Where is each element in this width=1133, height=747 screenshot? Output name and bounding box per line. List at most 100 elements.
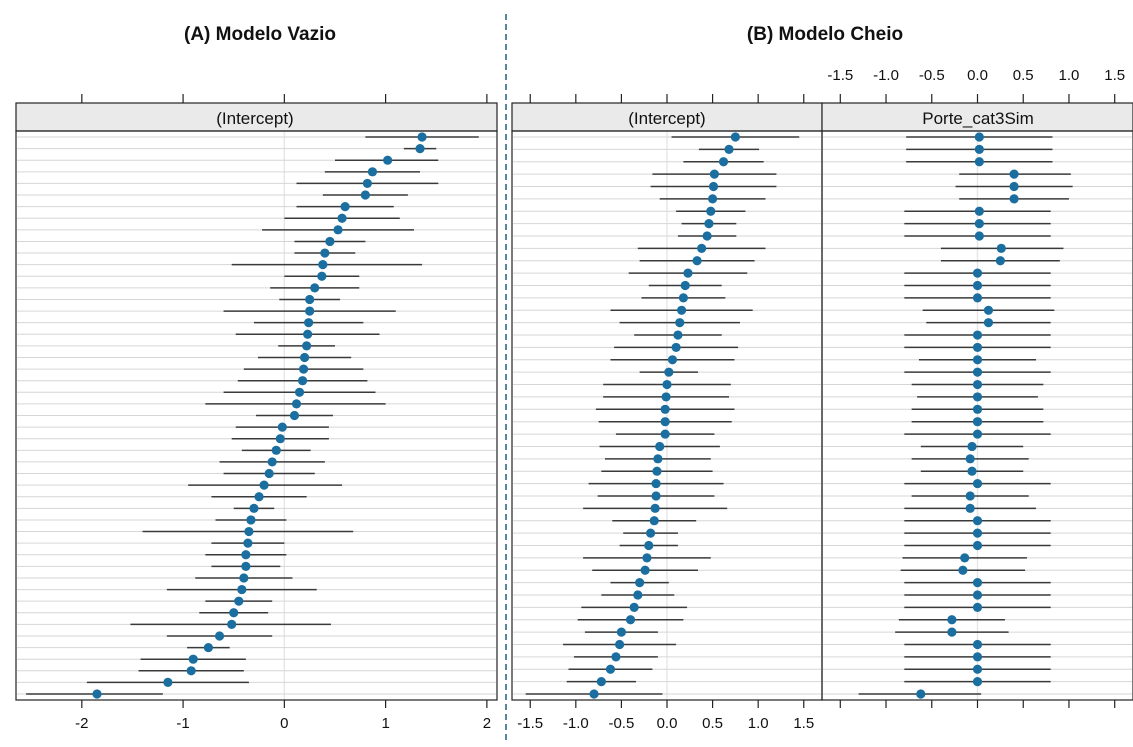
text-layer: (A) Modelo Vazio (B) Modelo Cheio (Inter… [75, 24, 1125, 732]
panel-b-intercept-point [707, 194, 718, 204]
panel-b-porte-point [965, 491, 975, 501]
panel-b-intercept-tick-label-bottom: 1.5 [793, 715, 814, 732]
panel-a-point [333, 225, 343, 235]
panel-b-porte-point [960, 553, 970, 563]
panel-b-porte-tick-label-top: -1.5 [827, 67, 853, 84]
panel-b-intercept-point [596, 677, 606, 687]
panel-b-porte-point [972, 404, 983, 414]
panel-b-porte-strip [821, 102, 1133, 132]
panel-a-point [259, 480, 269, 490]
panel-b-intercept-point [660, 417, 670, 427]
panel-b-intercept-tick-label-bottom: -1.5 [517, 715, 543, 732]
panel-b-title: (B) Modelo Cheio [747, 24, 903, 45]
panel-b-intercept-point [635, 578, 645, 588]
panel-b-porte-point [947, 615, 957, 625]
panel-b-intercept-point [640, 565, 650, 575]
panel-b-porte-point [974, 231, 984, 241]
panel-b-porte-point [1009, 169, 1019, 179]
panel-b-intercept-point [645, 528, 656, 538]
panel-b-intercept-point [660, 429, 670, 439]
panel-b-intercept-point [629, 602, 639, 612]
panel-b-porte-point [972, 429, 983, 439]
panel-b-porte-point [972, 367, 983, 377]
panel-a-strip [15, 102, 498, 132]
panel-b-porte-point [972, 392, 983, 402]
panel-b-porte-tick-label-top: 0.5 [1013, 67, 1034, 84]
panel-a-point [298, 364, 309, 374]
frame-layer [15, 14, 1133, 742]
panel-b-porte-point [916, 689, 926, 699]
panel-a-point [243, 538, 253, 548]
panel-b-porte-tick-label-top: -0.5 [919, 67, 945, 84]
panel-a-point [188, 654, 198, 664]
panel-a-point [417, 132, 427, 142]
panel-b-porte-point [972, 478, 983, 489]
panel-b-intercept-point [651, 491, 661, 501]
panel-b-porte-point [974, 144, 984, 154]
panel-b-intercept-point [644, 540, 654, 551]
panel-a-point [291, 399, 302, 409]
panel-a-point [241, 561, 251, 571]
panel-b-porte-point [972, 540, 983, 551]
panel-a-point [246, 515, 256, 525]
panel-b-intercept-point [633, 590, 643, 600]
panel-b-porte-point [972, 417, 983, 427]
panel-b-intercept-point [709, 169, 720, 179]
panel-a-point [317, 271, 327, 281]
panel-a-point [383, 155, 393, 165]
panel-a-point [297, 376, 308, 386]
panel-b-porte-point [972, 652, 983, 662]
panel-b-porte-point [974, 219, 984, 229]
panel-b-intercept-point [616, 627, 627, 637]
panel-b-intercept-point [708, 181, 719, 192]
panel-b-porte-point [972, 355, 983, 365]
panel-b-intercept-point [718, 157, 729, 167]
panel-a-point [294, 387, 305, 397]
panel-b-porte-point [972, 342, 983, 353]
panel-a-point [300, 352, 310, 363]
panel-b-intercept-point [673, 330, 683, 340]
panel-b-intercept-tick-label-bottom: -1.0 [563, 715, 589, 732]
panel-b-intercept-point [667, 355, 678, 365]
panel-b-porte-point [967, 441, 977, 452]
panel-b-intercept-point [662, 379, 672, 390]
panel-a-point [277, 422, 287, 432]
panel-a-point [239, 573, 249, 583]
panel-a-point [234, 596, 244, 606]
panel-b-intercept-point [611, 652, 621, 662]
panel-b-porte-point [983, 305, 994, 315]
panel-b-porte-point [974, 206, 984, 216]
panel-b-intercept-point [649, 516, 659, 526]
panel-a-tick-label-bottom: -1 [176, 715, 189, 732]
panel-b-porte-point [947, 627, 957, 637]
panel-b-intercept-tick-label-bottom: 0.0 [657, 715, 678, 732]
panel-b-intercept-tick-label-bottom: 0.5 [702, 715, 723, 732]
panel-a-point [267, 457, 277, 467]
panel-a-point [254, 492, 264, 502]
panel-a-point [302, 341, 312, 351]
panel-a-point [325, 236, 335, 247]
panel-b-porte-point [965, 503, 975, 513]
panel-a-tick-label-bottom: 1 [381, 715, 389, 732]
marks-layer [26, 132, 1073, 699]
panel-b-intercept-point [676, 305, 687, 315]
panel-b-porte-point [972, 280, 983, 291]
panel-b-porte-strip-label: Porte_cat3Sim [922, 109, 1034, 128]
panel-b-intercept-point [642, 553, 652, 563]
panel-a-point [305, 306, 315, 316]
panel-b-intercept-point [650, 503, 660, 513]
panel-a-tick-label-bottom: -2 [75, 715, 88, 732]
panel-b-porte-point [1009, 181, 1019, 192]
panel-b-intercept-point [730, 132, 740, 142]
panel-b-porte-point [983, 318, 994, 328]
panel-a-point [320, 248, 330, 258]
panel-b-intercept-point [680, 280, 690, 291]
panel-a-title: (A) Modelo Vazio [184, 24, 336, 45]
panel-a-point [227, 619, 237, 629]
panel-a-strip-label: (Intercept) [216, 109, 293, 128]
panel-b-porte-point [972, 379, 983, 390]
panel-b-intercept-point [660, 404, 670, 414]
panel-b-intercept-point [653, 454, 663, 464]
panel-b-intercept-point [671, 342, 681, 353]
